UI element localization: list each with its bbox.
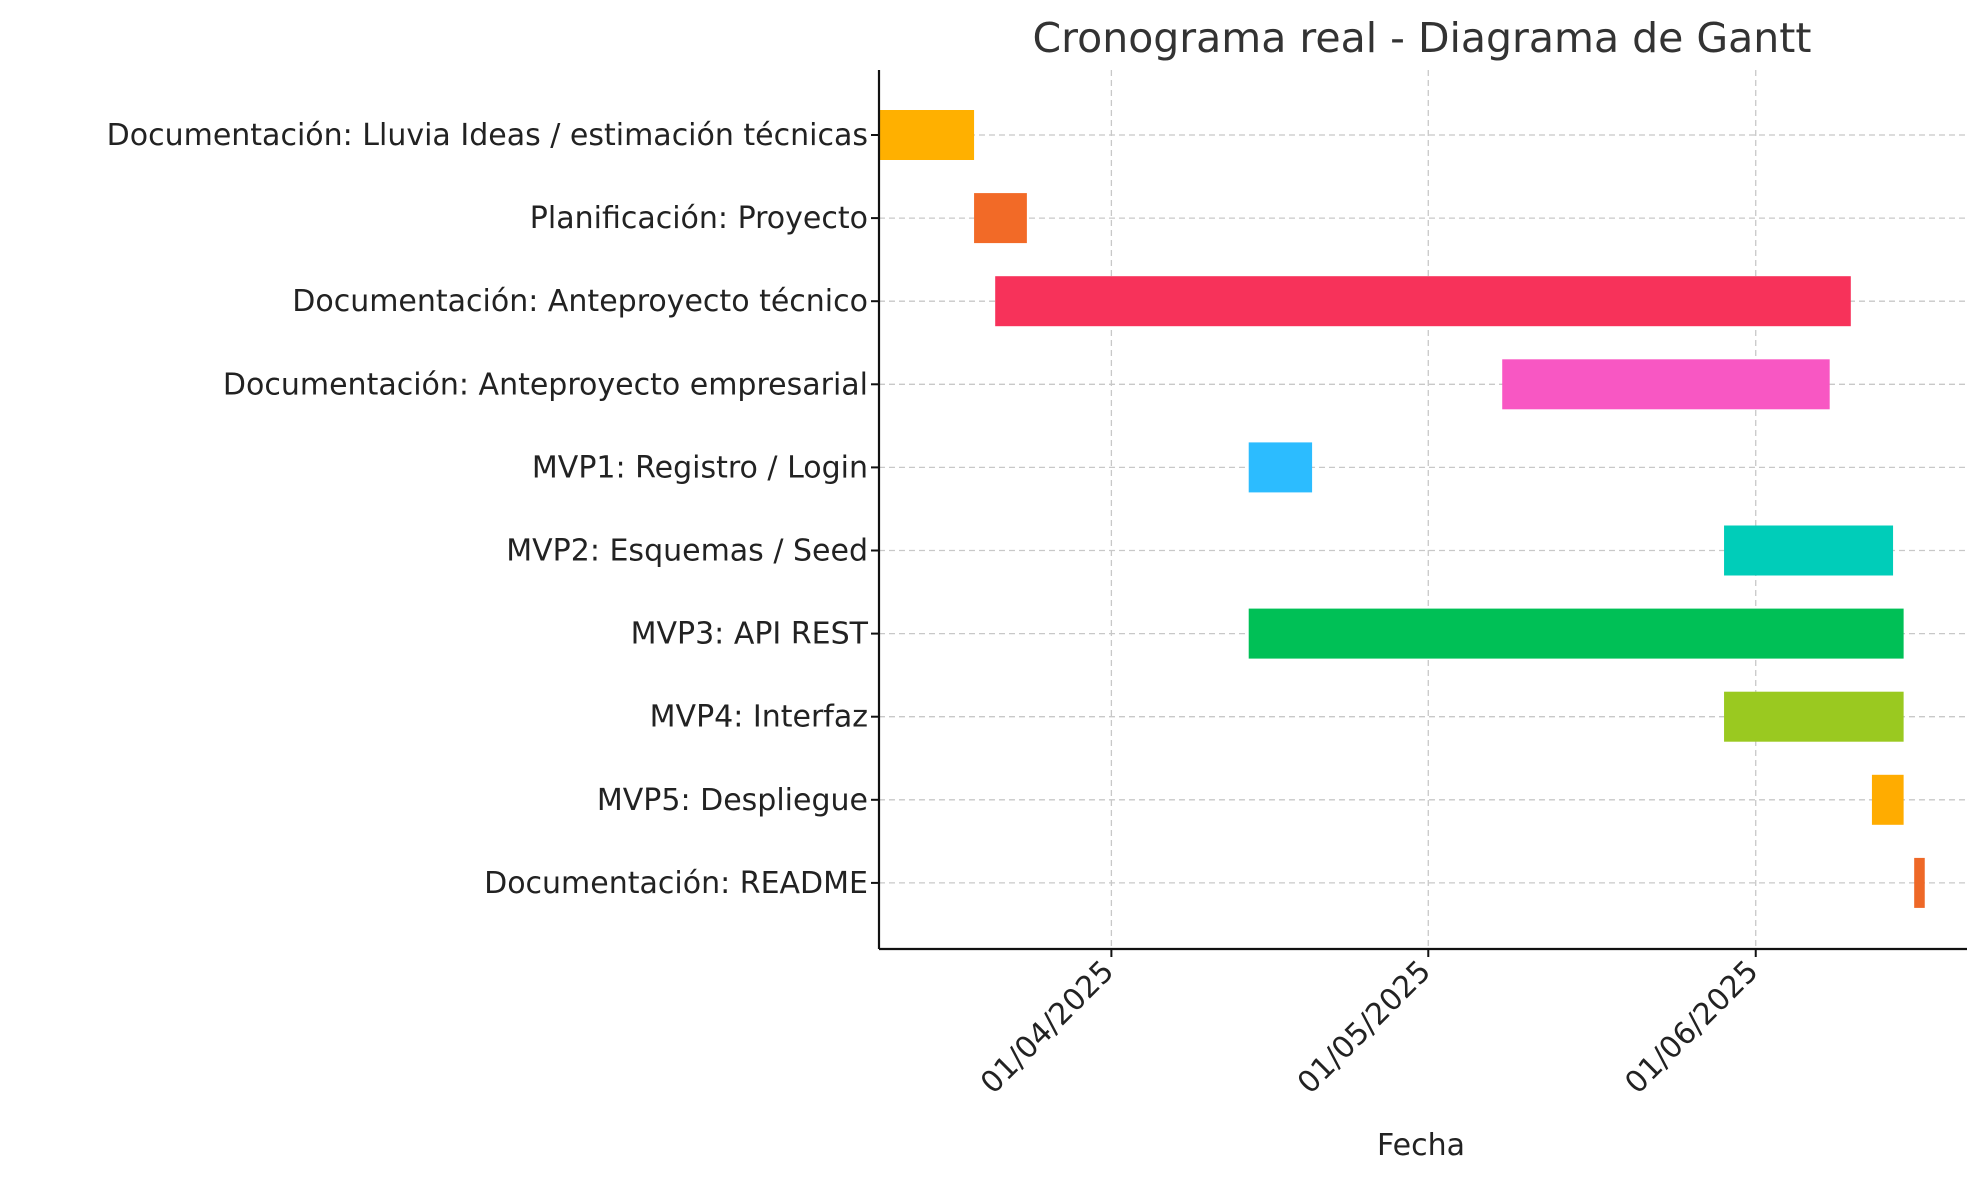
x-tick-label: 01/04/2025 [974,954,1121,1101]
x-axis-title: Fecha [1377,1128,1465,1163]
task-label: Planificación: Proyecto [530,201,868,236]
task-label: Documentación: Anteproyecto empresarial [223,367,868,402]
x-tick-label: 01/06/2025 [1618,954,1765,1101]
chart-title: Cronograma real - Diagrama de Gantt [1033,14,1812,62]
task-label: MVP5: Despliegue [597,783,868,818]
task-label: Documentación: Anteproyecto técnico [292,284,868,319]
task-label: MVP2: Esquemas / Seed [506,534,868,569]
task-bar [1871,774,1904,825]
task-bar [879,110,975,160]
grid-lines [879,70,1967,949]
task-bar [1248,442,1313,493]
task-label: Documentación: README [484,866,868,901]
task-bar [1914,857,1925,908]
task-label: MVP4: Interfaz [650,700,868,735]
task-label: MVP3: API REST [631,617,869,652]
task-bar [1724,525,1894,576]
task-label: MVP1: Registro / Login [532,450,868,485]
task-bar [1724,691,1904,742]
task-bars [879,110,1925,908]
task-bar [995,276,1851,327]
x-tick-label: 01/05/2025 [1291,954,1438,1101]
task-label: Documentación: Lluvia Ideas / estimación… [107,118,868,153]
task-bar [1502,359,1830,410]
task-bar [1248,608,1904,659]
task-bar [974,193,1027,244]
task-labels: Documentación: Lluvia Ideas / estimación… [107,118,869,901]
